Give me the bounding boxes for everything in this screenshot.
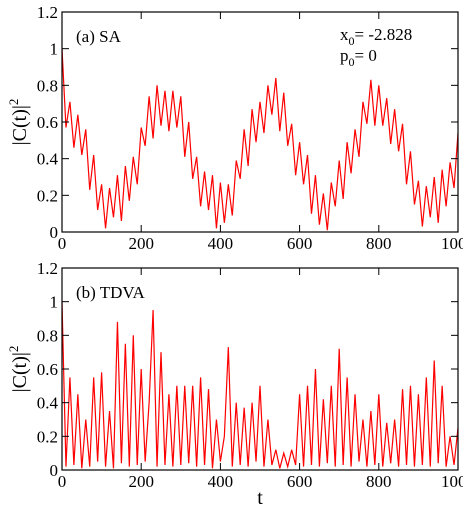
y-tick-label: 0.6	[37, 360, 58, 379]
y-tick-label: 0.2	[37, 427, 58, 446]
y-axis-label-text: |C(t)|	[9, 105, 31, 145]
x-tick-label: 200	[128, 472, 154, 491]
y-tick-label: 0	[50, 223, 59, 242]
x-tick-label: 400	[208, 472, 234, 491]
annotation-symbol: x	[340, 25, 349, 44]
x-tick-label: 0	[58, 234, 67, 253]
x-tick-label: 400	[208, 234, 234, 253]
y-tick-label: 0	[50, 461, 59, 480]
axes-frame	[61, 11, 459, 233]
panel-label: (b) TDVA	[76, 283, 146, 302]
plot-area	[62, 301, 458, 469]
y-tick-label: 0.8	[37, 326, 58, 345]
annotation: x0= -2.828	[340, 25, 412, 48]
annotation-symbol: p	[340, 46, 349, 65]
y-tick-label: 0.4	[37, 394, 59, 413]
annotation-subscript: 0	[349, 34, 355, 48]
data-line	[62, 48, 458, 231]
y-tick-label: 0.8	[37, 76, 58, 95]
x-tick-label: 600	[287, 234, 313, 253]
annotation-subscript: 0	[349, 55, 355, 69]
x-tick-label: 1000	[441, 234, 463, 253]
x-axis-label: t	[257, 487, 263, 507]
y-tick-label: 0.4	[37, 150, 59, 169]
y-tick-label: 1	[50, 40, 59, 59]
y-tick-label: 1.2	[37, 3, 58, 22]
x-tick-label: 200	[128, 234, 154, 253]
y-axis-label-sup: 2	[6, 99, 21, 106]
y-tick-label: 0.6	[37, 113, 58, 132]
data-line	[62, 301, 458, 469]
y-tick-label: 0.2	[37, 186, 58, 205]
x-tick-label: 600	[287, 472, 313, 491]
annotation-text: = -2.828	[355, 25, 413, 44]
y-tick-label: 1	[50, 293, 59, 312]
y-axis-label: |C(t)|2	[6, 346, 31, 393]
plot-area	[62, 48, 458, 231]
x-tick-label: 800	[366, 234, 392, 253]
x-tick-label: 0	[58, 472, 67, 491]
y-tick-label: 1.2	[37, 259, 58, 278]
x-tick-label: 1000	[441, 472, 463, 491]
y-axis-label-sup: 2	[6, 346, 21, 353]
annotation-text: = 0	[355, 46, 377, 65]
annotation: p0= 0	[340, 46, 377, 69]
x-tick-label: 800	[366, 472, 392, 491]
panel-label: (a) SA	[76, 27, 122, 46]
y-axis-label-text: |C(t)|	[9, 352, 31, 392]
y-axis-label: |C(t)|2	[6, 99, 31, 146]
